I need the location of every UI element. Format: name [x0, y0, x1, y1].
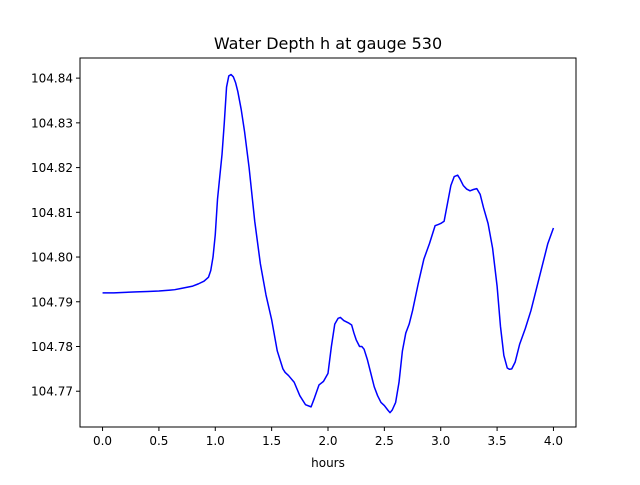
y-tick-label: 104.77: [31, 385, 73, 399]
x-tick-label: 3.5: [488, 434, 507, 448]
series-line-0: [102, 73, 555, 414]
y-tick-label: 104.84: [31, 72, 73, 86]
chart-title: Water Depth h at gauge 530: [214, 34, 442, 53]
x-tick-label: 2.5: [375, 434, 394, 448]
y-tick-label: 104.83: [31, 116, 73, 130]
x-tick-label: 0.5: [149, 434, 168, 448]
y-tick-label: 104.82: [31, 161, 73, 175]
y-tick-label: 104.80: [31, 251, 73, 265]
plot-frame: [79, 57, 577, 428]
x-tick-label: 4.0: [544, 434, 563, 448]
x-tick-label: 0.0: [93, 434, 112, 448]
y-axis: 104.77 104.78 104.79 104.80 104.81 104.82 104.…: [31, 72, 80, 399]
x-tick-label: 3.0: [431, 434, 450, 448]
x-tick-label: 1.0: [206, 434, 225, 448]
series-layer: [102, 73, 555, 414]
y-tick-label: 104.81: [31, 206, 73, 220]
y-tick-label: 104.78: [31, 340, 73, 354]
x-tick-label: 2.0: [318, 434, 337, 448]
x-tick-label: 1.5: [262, 434, 281, 448]
y-tick-label: 104.79: [31, 295, 73, 309]
x-axis-label: hours: [311, 456, 345, 470]
x-axis: 0.0 0.5 1.0 1.5 2.0 2.5 3.0 3.5 4.0: [93, 427, 563, 448]
